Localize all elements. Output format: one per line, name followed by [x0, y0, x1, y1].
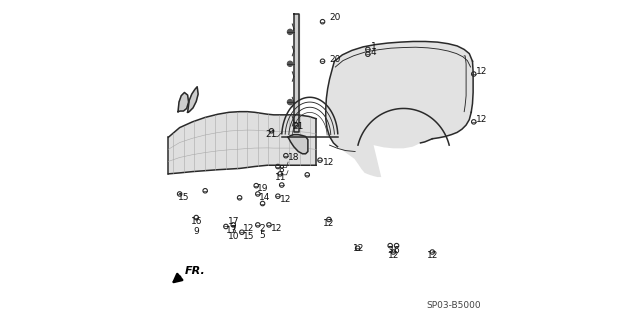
Text: 15: 15 — [178, 193, 189, 202]
Text: 12: 12 — [388, 251, 399, 260]
Text: 19: 19 — [257, 184, 269, 193]
Polygon shape — [288, 135, 308, 154]
Polygon shape — [294, 14, 300, 132]
Text: 12: 12 — [243, 224, 255, 233]
Text: 20: 20 — [330, 55, 341, 63]
Polygon shape — [188, 87, 198, 112]
Text: 1: 1 — [371, 42, 377, 51]
Polygon shape — [178, 93, 189, 112]
Text: 2: 2 — [259, 224, 265, 233]
Text: SP03-B5000: SP03-B5000 — [427, 301, 481, 310]
Circle shape — [287, 29, 292, 34]
Text: 20: 20 — [330, 13, 341, 22]
Text: 21: 21 — [266, 130, 277, 139]
Text: 8: 8 — [278, 165, 284, 174]
Polygon shape — [326, 41, 473, 177]
Text: 6: 6 — [394, 246, 399, 255]
Text: 21: 21 — [292, 122, 303, 131]
Text: 12: 12 — [323, 158, 335, 167]
Text: 12: 12 — [427, 251, 438, 260]
Text: 12: 12 — [280, 195, 291, 204]
Text: 11: 11 — [275, 173, 287, 182]
Text: 7: 7 — [230, 225, 236, 234]
Text: 12: 12 — [353, 244, 364, 253]
Text: 17: 17 — [227, 217, 239, 226]
Text: 10: 10 — [227, 232, 239, 241]
Text: FR.: FR. — [184, 265, 205, 276]
Text: 9: 9 — [193, 227, 199, 236]
Text: 12: 12 — [271, 224, 282, 233]
Text: 14: 14 — [259, 193, 271, 202]
Text: 12: 12 — [476, 67, 487, 76]
Circle shape — [287, 100, 292, 105]
Text: 5: 5 — [259, 231, 265, 240]
Text: 13: 13 — [226, 226, 237, 235]
Polygon shape — [168, 112, 316, 174]
Text: 18: 18 — [287, 153, 299, 162]
Text: 3: 3 — [387, 246, 393, 255]
Text: 12: 12 — [323, 219, 335, 228]
Text: 4: 4 — [371, 48, 377, 57]
Text: 16: 16 — [191, 217, 202, 226]
Circle shape — [287, 61, 292, 66]
Text: 15: 15 — [243, 232, 254, 241]
Text: 12: 12 — [476, 115, 487, 124]
